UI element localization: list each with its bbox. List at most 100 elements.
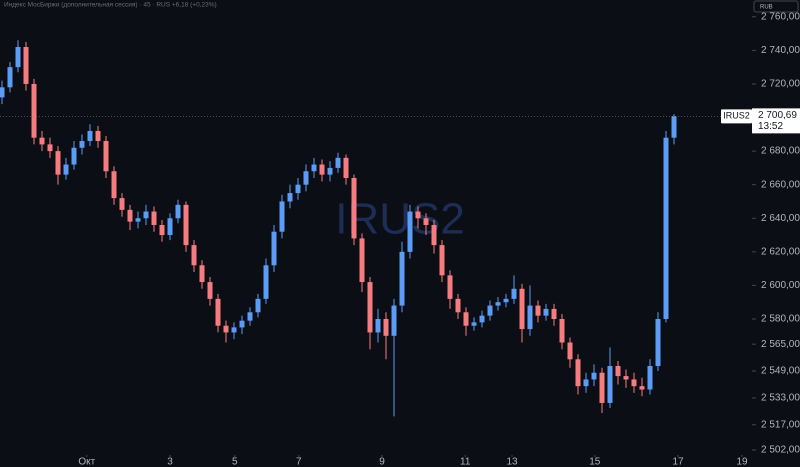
candle-body (247, 312, 253, 321)
candle-body (543, 308, 549, 316)
candle-body (423, 218, 429, 225)
y-tick-label: 2 620,00 (761, 246, 800, 257)
candle-body (415, 211, 421, 219)
candle-body (383, 319, 389, 336)
candle-body (575, 359, 581, 387)
watermark: IRUS2 (335, 195, 465, 244)
candle-body (303, 171, 309, 185)
candle-body (87, 130, 93, 142)
last-time-label: 13:52 (758, 121, 783, 132)
y-tick-label: 2 740,00 (761, 45, 800, 56)
y-tick-label: 2 720,00 (761, 79, 800, 90)
price-tag (752, 108, 800, 134)
y-tick-label: 2 565,00 (761, 339, 800, 350)
candle-body (431, 224, 437, 246)
candle-body (239, 320, 245, 328)
candle-body (23, 47, 29, 84)
x-tick-label: 9 (379, 457, 385, 467)
y-tick-label: 2 660,00 (761, 179, 800, 190)
candle-body (391, 305, 397, 336)
candle-body (183, 204, 189, 246)
candle-body (407, 211, 413, 252)
symbol-label: IRUS2 (723, 111, 750, 121)
candle-body (375, 319, 381, 333)
candle-body (343, 157, 349, 178)
x-tick-label: 15 (589, 457, 601, 467)
candle-body (0, 87, 5, 98)
candle-body (359, 238, 365, 283)
candle-body (167, 218, 173, 236)
candle-body (663, 137, 669, 320)
symbol-tag (721, 109, 752, 124)
candle-body (607, 366, 613, 403)
y-tick-label: 2 760,00 (761, 11, 800, 22)
candle-body (367, 282, 373, 333)
candle-body (175, 204, 181, 219)
candle-body (551, 308, 557, 320)
candle-body (335, 157, 341, 168)
candle-body (559, 319, 565, 343)
y-tick-label: 2 533,00 (761, 393, 800, 404)
candle-body (143, 211, 149, 219)
candle-body (479, 315, 485, 323)
candle-body (447, 275, 453, 299)
candle-body (63, 164, 69, 175)
candle-body (455, 298, 461, 313)
candle-body (31, 83, 37, 138)
x-tick-label: 17 (672, 457, 684, 467)
candle-body (647, 366, 653, 390)
candle-body (271, 231, 277, 266)
candle-body (119, 198, 125, 210)
candle-body (527, 305, 533, 330)
candle-body (263, 265, 269, 299)
candle-body (583, 379, 589, 387)
candle-body (615, 366, 621, 377)
y-tick-label: 2 600,00 (761, 280, 800, 291)
candle-body (671, 116, 677, 138)
x-tick-label: 19 (736, 457, 748, 467)
candle-body (111, 171, 117, 199)
candle-body (327, 167, 333, 175)
candle-body (319, 164, 325, 175)
candle-body (39, 137, 45, 145)
y-tick-label: 2 502,00 (761, 445, 800, 456)
candle-body (79, 141, 85, 148)
candle-body (639, 386, 645, 390)
candle-body (471, 322, 477, 326)
candle-body (191, 245, 197, 266)
candle-body (199, 265, 205, 283)
candle-body (399, 251, 405, 306)
candle-body (287, 193, 293, 202)
candle-body (223, 325, 229, 333)
candle-body (599, 372, 605, 403)
candle-body (7, 67, 13, 88)
x-tick-label: 13 (506, 457, 518, 467)
last-price-label: 2 700,69 (758, 110, 797, 121)
candle-body (127, 209, 133, 222)
candle-body (463, 312, 469, 326)
candle-body (103, 141, 109, 172)
x-tick-label: 7 (296, 457, 302, 467)
candle-body (151, 211, 157, 225)
candle-body (255, 298, 261, 313)
candle-body (495, 302, 501, 306)
currency-box[interactable] (753, 0, 799, 13)
chart-title: Индекс МосБиржи (дополнительная сессия) … (4, 2, 217, 9)
candle-body (567, 342, 573, 360)
x-tick-label: 5 (232, 457, 238, 467)
candle-body (279, 201, 285, 232)
y-tick-label: 2 640,00 (761, 213, 800, 224)
candle-body (631, 379, 637, 387)
candle-body (295, 184, 301, 194)
candle-body (71, 147, 77, 165)
candle-body (311, 164, 317, 172)
candle-body (159, 224, 165, 236)
candle-body (487, 305, 493, 316)
candle-body (55, 151, 61, 175)
candle-body (535, 305, 541, 316)
currency[interactable]: RUB (760, 5, 773, 11)
y-tick-label: 2 549,00 (761, 366, 800, 377)
y-tick-label: 2 580,00 (761, 314, 800, 325)
